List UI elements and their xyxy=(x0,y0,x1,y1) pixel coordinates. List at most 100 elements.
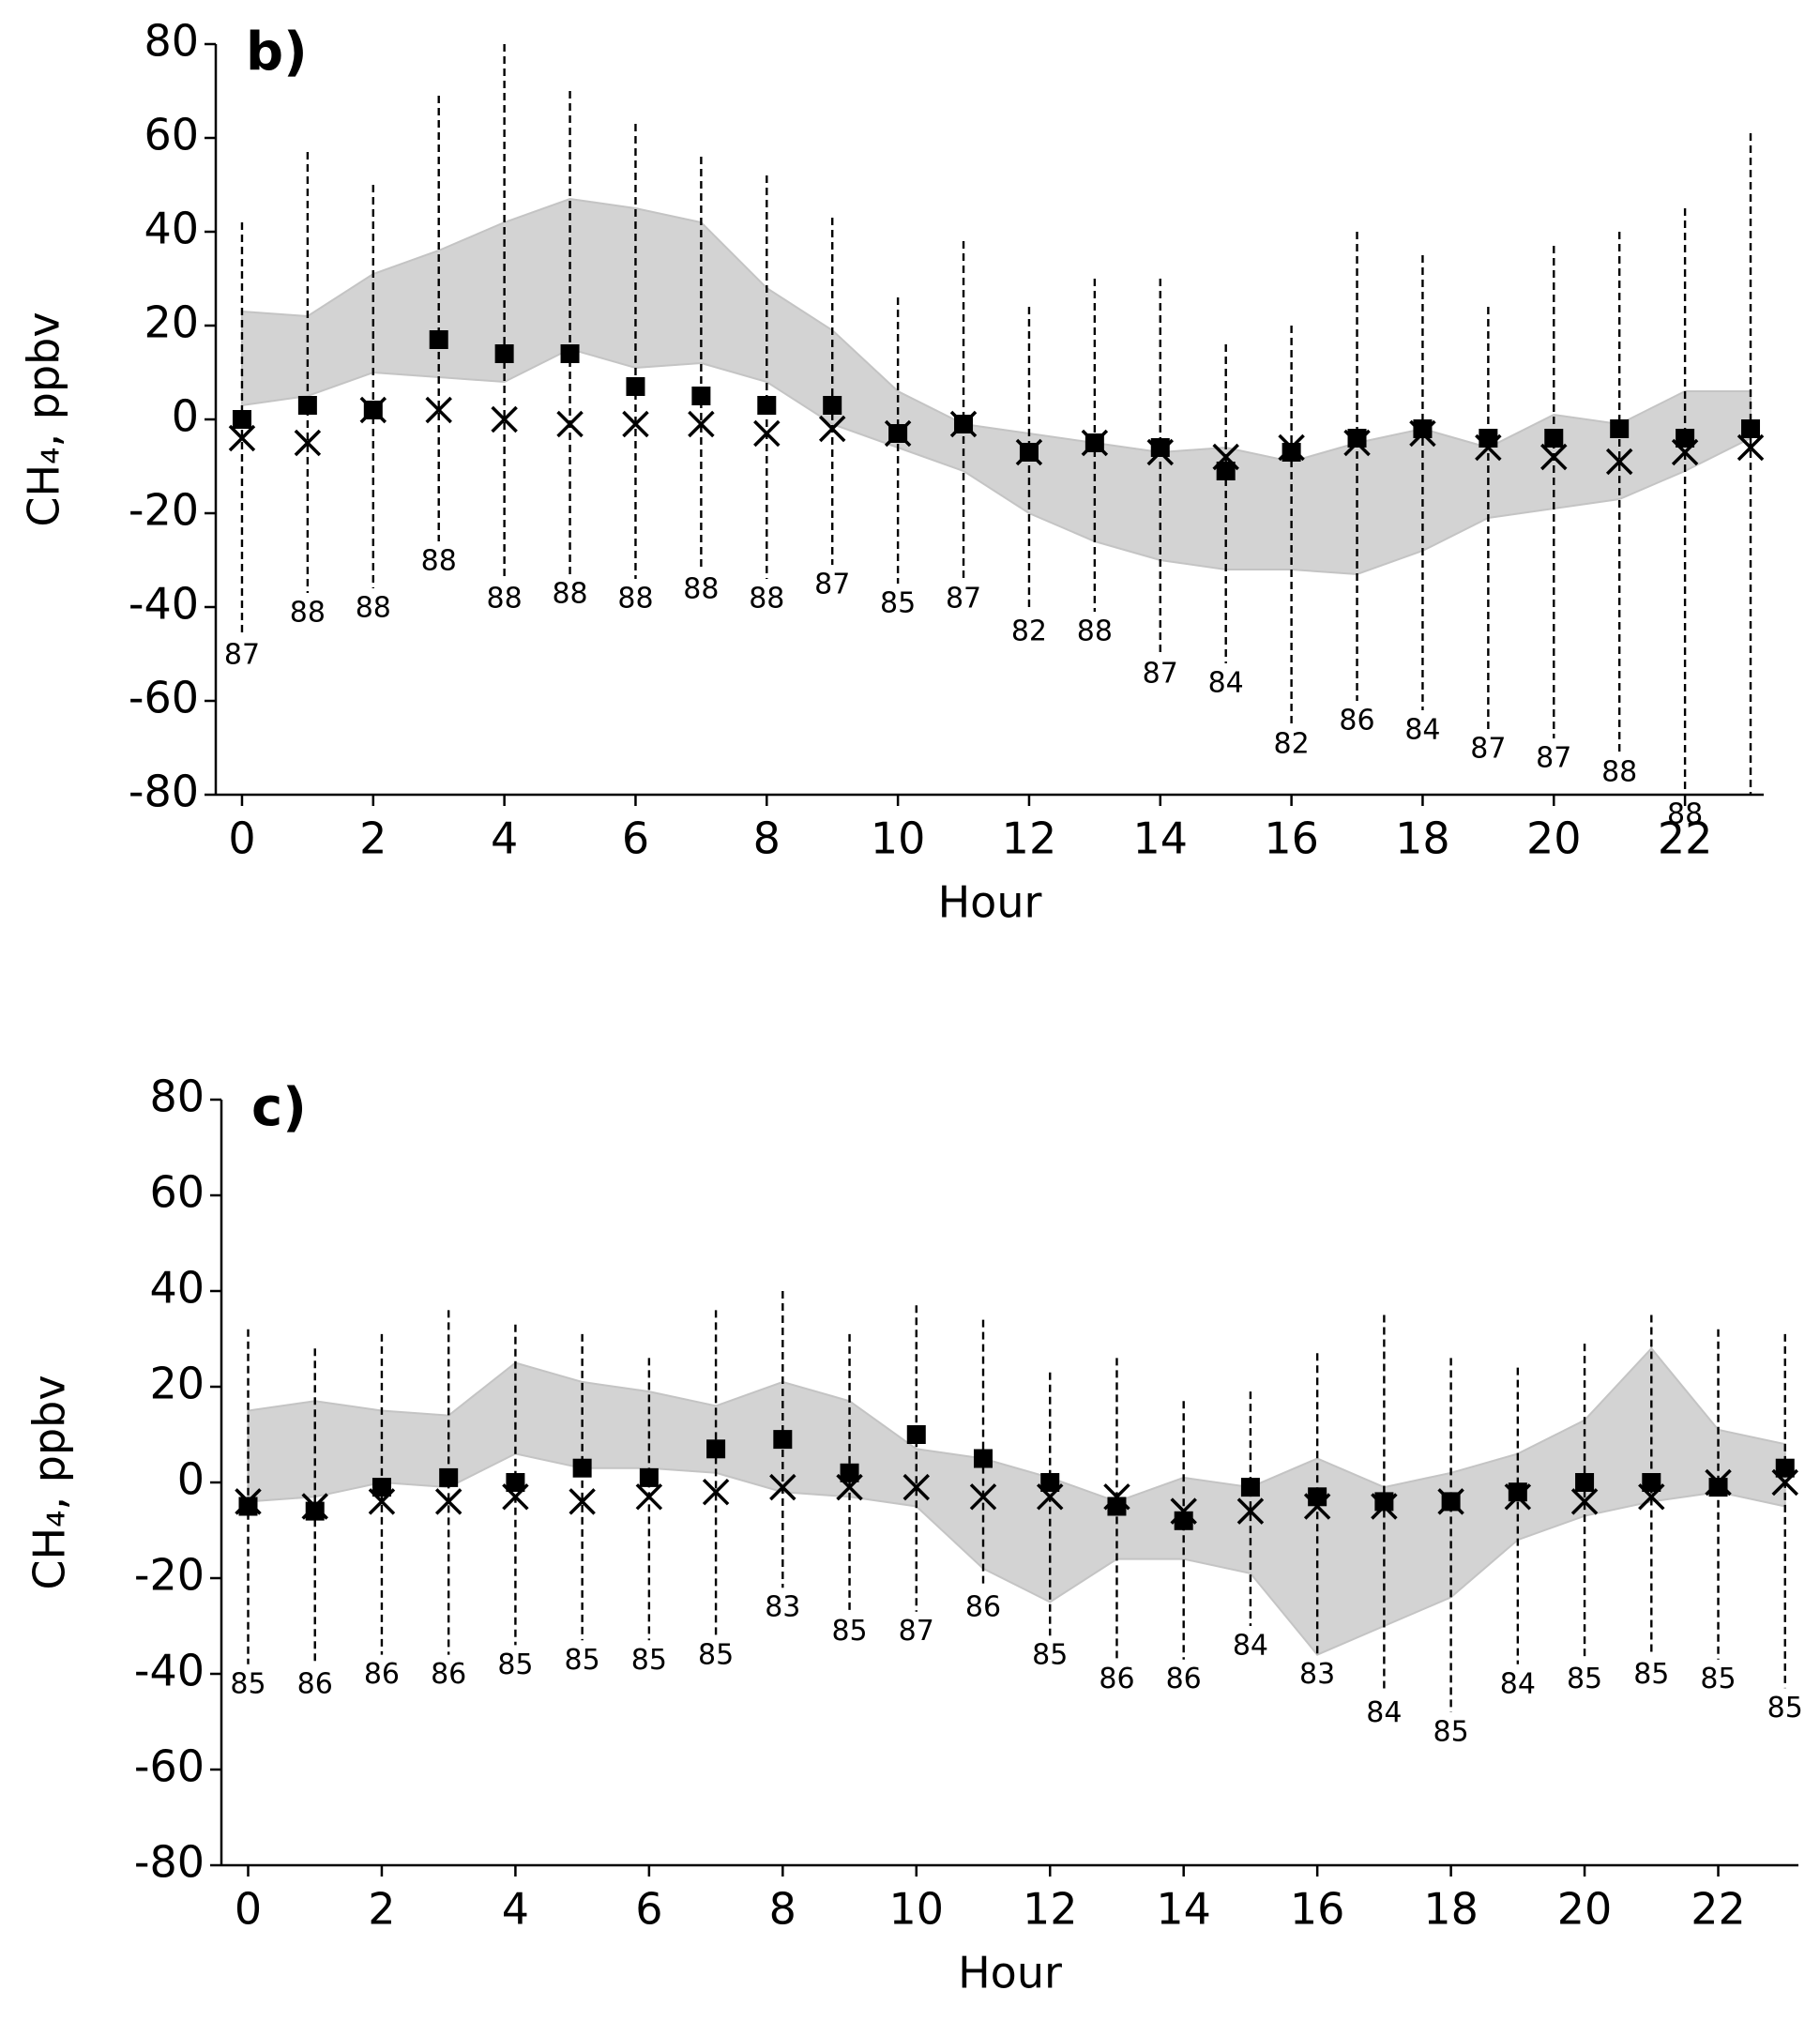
mean-marker xyxy=(773,1430,793,1450)
median-marker xyxy=(635,1483,663,1511)
mean-marker xyxy=(974,1449,993,1468)
count-label: 83 xyxy=(765,1591,800,1624)
count-label: 85 xyxy=(831,1615,867,1648)
mean-marker xyxy=(238,1497,258,1516)
median-marker xyxy=(969,1483,997,1511)
mean-marker xyxy=(372,1478,391,1497)
count-label: 88 xyxy=(487,583,523,615)
x-tick-label: 4 xyxy=(491,813,518,864)
mean-marker xyxy=(823,396,842,415)
count-label: 87 xyxy=(946,583,981,615)
median-marker xyxy=(1638,1483,1665,1511)
mean-marker xyxy=(1642,1473,1661,1492)
y-tick-label: -40 xyxy=(134,1646,205,1696)
median-marker xyxy=(1540,443,1568,471)
x-tick-label: 6 xyxy=(622,813,649,864)
median-marker xyxy=(1170,1497,1197,1525)
x-axis-label: Hour xyxy=(958,1948,1062,1998)
count-label: 87 xyxy=(814,569,850,601)
mean-marker xyxy=(1150,438,1170,457)
count-label: 85 xyxy=(230,1667,265,1700)
median-marker xyxy=(368,1488,396,1515)
median-marker xyxy=(502,1483,529,1511)
count-label: 86 xyxy=(364,1658,400,1691)
median-marker xyxy=(818,415,846,443)
y-tick-label: -20 xyxy=(129,485,199,536)
y-tick-label: -80 xyxy=(134,1837,205,1888)
count-label: 88 xyxy=(290,597,326,630)
median-marker xyxy=(884,419,912,448)
x-tick-label: 4 xyxy=(502,1884,529,1935)
mean-marker xyxy=(297,396,317,415)
median-marker xyxy=(769,1473,796,1501)
count-label: 86 xyxy=(965,1591,1001,1624)
y-tick-label: 80 xyxy=(149,1071,205,1122)
mean-marker xyxy=(1174,1511,1193,1530)
median-marker xyxy=(1278,433,1305,462)
mean-marker xyxy=(1544,429,1564,448)
count-label: 85 xyxy=(565,1644,600,1677)
median-marker xyxy=(1475,433,1502,462)
median-marker xyxy=(622,410,649,438)
x-tick-label: 20 xyxy=(1526,813,1582,864)
count-label: 84 xyxy=(1366,1696,1402,1729)
median-marker xyxy=(556,410,584,438)
median-marker xyxy=(836,1473,863,1501)
x-tick-label: 16 xyxy=(1264,813,1319,864)
median-marker xyxy=(569,1488,596,1515)
y-tick-label: 60 xyxy=(144,110,199,160)
count-label: 86 xyxy=(1166,1663,1202,1695)
y-tick-label: 0 xyxy=(177,1454,205,1505)
mean-marker xyxy=(1040,1473,1060,1492)
count-label: 85 xyxy=(497,1649,533,1681)
median-marker xyxy=(301,1493,328,1520)
mean-marker xyxy=(1308,1487,1327,1507)
mean-marker xyxy=(639,1467,659,1487)
count-label: 83 xyxy=(1299,1658,1335,1691)
mean-marker xyxy=(1107,1497,1127,1516)
count-label: 86 xyxy=(1339,705,1374,737)
count-label: 87 xyxy=(1470,733,1506,766)
median-marker xyxy=(1705,1468,1732,1497)
count-label: 84 xyxy=(1500,1667,1536,1700)
mean-marker xyxy=(1240,1478,1260,1497)
mean-marker xyxy=(906,1425,926,1444)
count-label: 84 xyxy=(1404,714,1440,747)
y-tick-label: -80 xyxy=(129,767,199,817)
count-label: 84 xyxy=(1233,1630,1268,1663)
mean-marker xyxy=(1216,462,1236,480)
median-marker xyxy=(1504,1483,1532,1511)
count-label: 88 xyxy=(1601,756,1637,789)
median-marker xyxy=(434,1488,463,1515)
mean-marker xyxy=(1775,1458,1795,1478)
x-tick-label: 12 xyxy=(1023,1884,1078,1935)
median-marker xyxy=(1303,1493,1331,1520)
median-marker xyxy=(359,396,387,424)
mean-marker xyxy=(1282,443,1301,462)
count-label: 87 xyxy=(1143,658,1178,691)
x-tick-label: 20 xyxy=(1557,1884,1613,1935)
mean-marker xyxy=(1610,419,1630,438)
count-label: 85 xyxy=(1633,1658,1669,1691)
mean-marker xyxy=(1479,429,1498,448)
mean-marker xyxy=(560,344,580,363)
median-marker xyxy=(491,405,518,433)
count-label: 85 xyxy=(1700,1663,1736,1695)
mean-marker xyxy=(626,377,645,396)
median-marker xyxy=(702,1478,730,1506)
median-marker xyxy=(1015,438,1043,466)
median-marker xyxy=(1437,1488,1464,1515)
count-label: 86 xyxy=(1099,1663,1134,1695)
median-marker xyxy=(1771,1468,1798,1497)
count-label: 85 xyxy=(880,587,916,620)
x-tick-label: 8 xyxy=(769,1884,796,1935)
y-tick-label: 60 xyxy=(149,1167,205,1218)
median-marker xyxy=(1671,438,1699,466)
count-label: 82 xyxy=(1274,728,1310,761)
x-tick-label: 6 xyxy=(635,1884,662,1935)
count-label: 88 xyxy=(356,592,391,625)
y-tick-label: 80 xyxy=(144,16,199,67)
median-marker xyxy=(1212,443,1239,471)
x-tick-label: 22 xyxy=(1658,813,1713,864)
count-label: 85 xyxy=(1767,1692,1803,1725)
